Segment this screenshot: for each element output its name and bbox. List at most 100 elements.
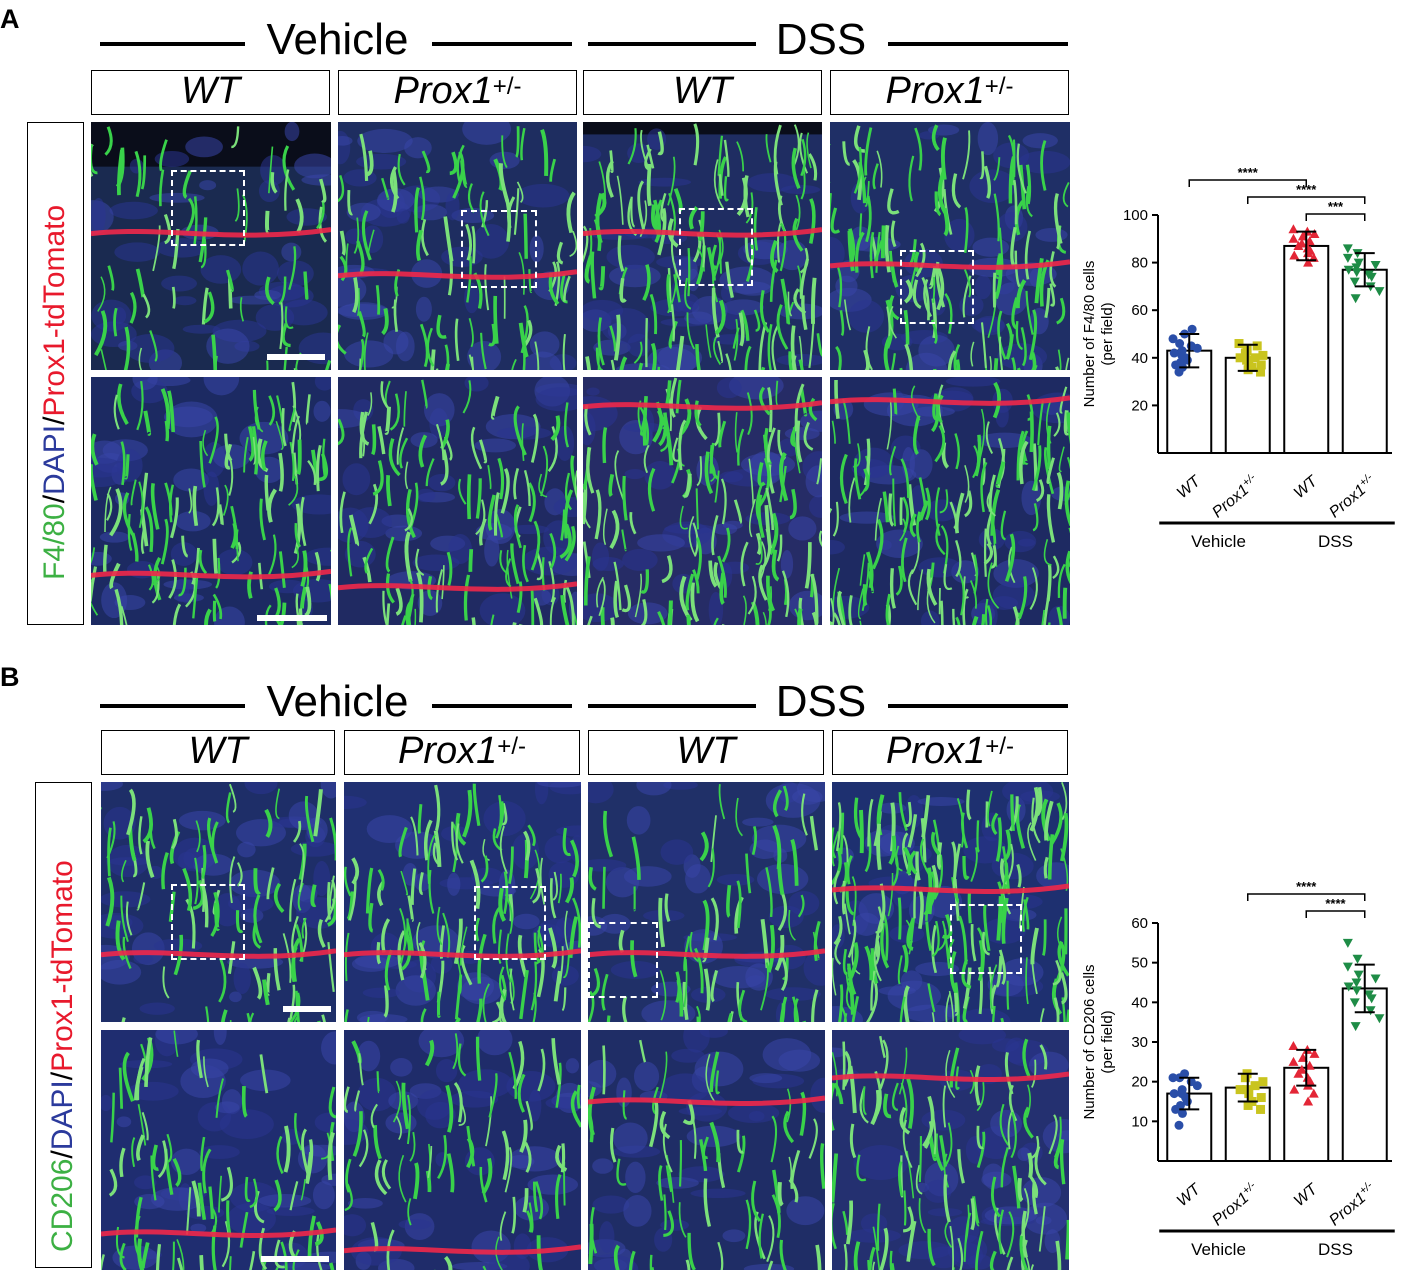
micrograph — [588, 1030, 825, 1270]
data-point — [1342, 244, 1353, 254]
data-point — [1234, 339, 1244, 349]
y-tick-label: 20 — [1131, 1074, 1148, 1091]
condition-label-vehicle: Vehicle — [266, 15, 409, 64]
data-point — [1180, 1069, 1190, 1079]
zoom-region-box — [588, 922, 658, 998]
data-point — [1256, 1093, 1266, 1103]
significance-label: **** — [1296, 879, 1317, 894]
data-point — [1342, 253, 1353, 263]
data-point — [1258, 1077, 1268, 1087]
condition-line — [888, 704, 1068, 708]
data-point — [1343, 265, 1354, 275]
x-tick-label: Prox1+/- — [1325, 1179, 1380, 1229]
micrograph — [101, 1030, 336, 1270]
data-point — [1177, 1085, 1187, 1095]
data-point — [1250, 1081, 1260, 1091]
micrograph — [830, 377, 1070, 625]
data-point — [1242, 355, 1252, 365]
data-point — [1288, 1056, 1299, 1066]
genotype-header: Prox1+/- — [830, 70, 1069, 115]
bar — [1341, 268, 1388, 454]
micrograph — [91, 122, 331, 370]
y-tick-label: 60 — [1131, 915, 1148, 932]
x-tick-label: WT — [1174, 1180, 1205, 1210]
data-point — [1169, 1089, 1179, 1099]
micrograph — [583, 377, 822, 625]
data-point — [1235, 1085, 1245, 1095]
genotype-header: Prox1+/- — [344, 730, 580, 775]
data-point — [1353, 258, 1364, 268]
data-point — [1296, 1064, 1307, 1074]
scale-bar — [267, 354, 325, 360]
data-point — [1302, 243, 1313, 253]
y-tick-label: 40 — [1131, 994, 1148, 1011]
data-point — [1187, 324, 1197, 334]
y-axis-label: Number of F4/80 cells — [1081, 261, 1098, 408]
data-point — [1168, 1073, 1178, 1083]
group-label: DSS — [1318, 1240, 1353, 1259]
bar-chart-cd206: Number of CD206 cells (per field) 10 20 30 40… — [1081, 879, 1395, 1259]
bar-chart-f480: Number of F4/80 cells (per field) 20 40 60 80… — [1081, 165, 1395, 551]
y-tick-label: 80 — [1131, 255, 1148, 272]
data-point — [1343, 982, 1354, 992]
data-point — [1365, 1006, 1376, 1016]
data-point — [1296, 238, 1307, 248]
condition-line — [100, 42, 245, 46]
condition-line — [432, 704, 572, 708]
zoom-region-box — [900, 250, 974, 324]
y-tick-label: 50 — [1131, 955, 1148, 972]
condition-line — [588, 704, 756, 708]
y-tick-label: 100 — [1123, 207, 1148, 224]
significance-bracket — [1305, 910, 1366, 918]
data-point — [1342, 938, 1353, 948]
data-point — [1349, 998, 1360, 1008]
zoom-region-box — [171, 884, 245, 960]
condition-line — [888, 42, 1068, 46]
genotype-header: WT — [588, 730, 824, 775]
data-point — [1363, 990, 1374, 1000]
data-point — [1351, 268, 1362, 278]
data-point — [1349, 277, 1360, 287]
scale-bar — [261, 1256, 329, 1262]
data-point — [1289, 250, 1300, 260]
data-point — [1351, 978, 1362, 988]
micrograph — [832, 1030, 1069, 1270]
data-point — [1169, 348, 1179, 358]
condition-label-vehicle: Vehicle — [266, 677, 409, 726]
significance-label: **** — [1238, 165, 1259, 180]
data-point — [1175, 339, 1185, 349]
micrograph — [344, 1030, 581, 1270]
data-point — [1256, 360, 1266, 370]
zoom-region-box — [950, 904, 1022, 974]
y-axis-label: Number of CD206 cells — [1081, 964, 1098, 1119]
significance-label: **** — [1296, 182, 1317, 197]
bar — [1283, 244, 1330, 454]
condition-line — [588, 42, 756, 46]
data-point — [1350, 1022, 1361, 1032]
x-tick-label: Prox1+/- — [1208, 1179, 1263, 1229]
data-point — [1303, 257, 1314, 267]
x-tick-label: WT — [1174, 472, 1205, 502]
data-point — [1350, 294, 1361, 304]
x-tick-label: WT — [1291, 1180, 1322, 1210]
data-point — [1247, 362, 1257, 372]
significance-label: **** — [1325, 896, 1346, 911]
data-point — [1242, 1085, 1252, 1095]
condition-line — [100, 704, 245, 708]
data-point — [1250, 353, 1260, 363]
micrograph — [344, 782, 581, 1022]
micrograph — [91, 377, 331, 625]
data-point — [1256, 367, 1266, 377]
panel-letter: B — [0, 662, 20, 692]
stain-label: F4/80/DAPI/Prox1-tdTomato — [38, 204, 71, 580]
zoom-region-box — [474, 886, 546, 960]
micrograph — [338, 122, 577, 370]
micrograph — [588, 782, 825, 1022]
micrograph — [830, 122, 1070, 370]
data-point — [1177, 1108, 1187, 1118]
genotype-header: Prox1+/- — [338, 70, 577, 115]
data-point — [1258, 350, 1268, 360]
micrograph — [583, 122, 822, 370]
zoom-region-box — [679, 208, 753, 286]
stain-label-box — [27, 122, 84, 625]
